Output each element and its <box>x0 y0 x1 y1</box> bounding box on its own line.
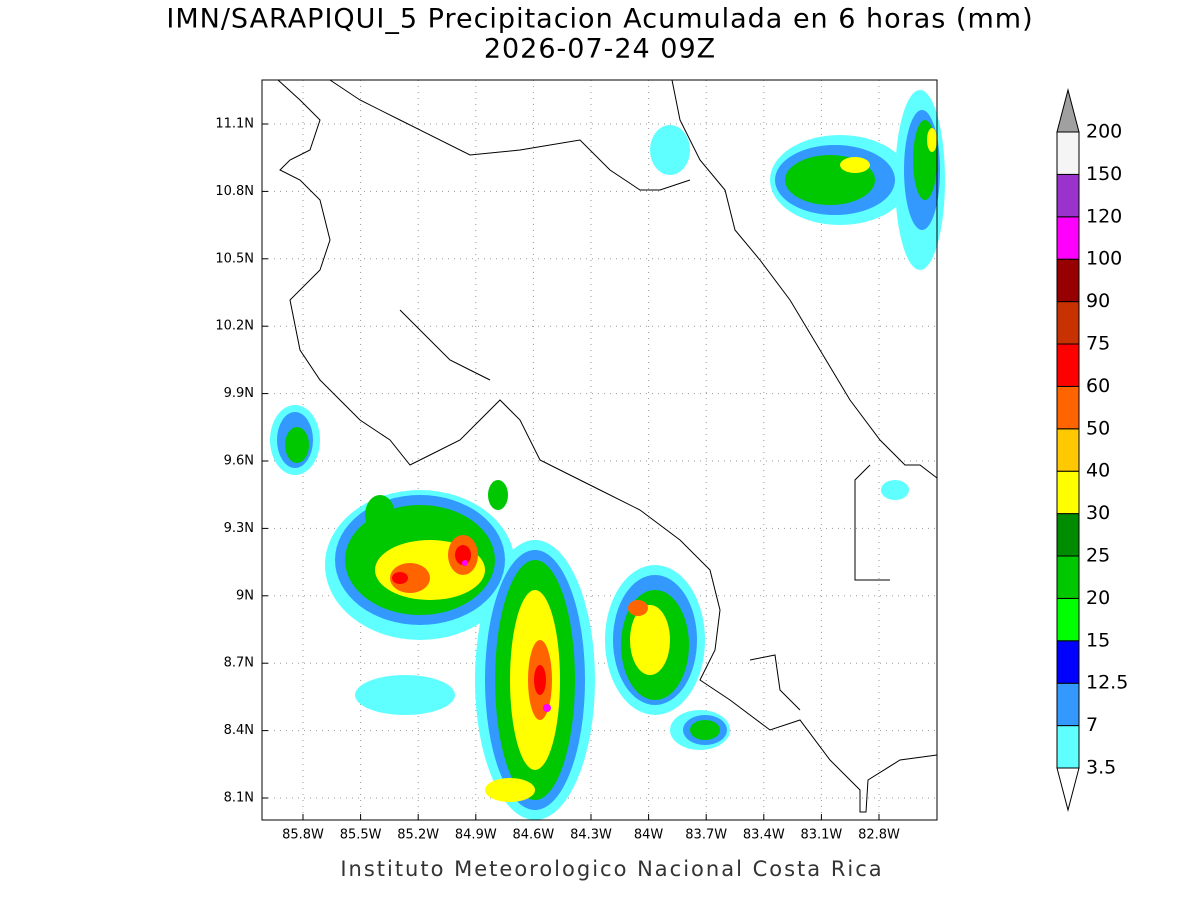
lat-label: 9.3N <box>224 521 254 536</box>
lat-label: 10.2N <box>215 319 254 334</box>
colorbar-box <box>1056 428 1080 472</box>
colorbar-over <box>1056 88 1080 133</box>
colorbar-box <box>1056 301 1080 345</box>
lon-label: 84.6W <box>512 828 554 843</box>
lon-label: 84.3W <box>570 828 612 843</box>
colorbar-box <box>1056 131 1080 175</box>
lon-label: 84.9W <box>455 828 497 843</box>
colorbar-label: 150 <box>1086 163 1122 185</box>
lat-label: 9.6N <box>224 454 254 469</box>
colorbar-box <box>1056 597 1080 642</box>
colorbar-box <box>1056 555 1080 599</box>
colorbar-box <box>1056 343 1080 387</box>
lon-label: 85.8W <box>282 828 324 843</box>
colorbar-label: 3.5 <box>1086 757 1116 779</box>
colorbar-under <box>1056 767 1080 812</box>
colorbar-label: 100 <box>1086 248 1122 270</box>
lat-label: 8.7N <box>224 656 254 671</box>
colorbar-label: 200 <box>1086 121 1122 143</box>
map-frame <box>261 79 938 821</box>
subtitle: 2026-07-24 09Z <box>484 34 716 65</box>
colorbar-box <box>1056 513 1080 557</box>
footer: Instituto Meteorologico Nacional Costa R… <box>340 857 883 881</box>
coastline <box>277 79 938 813</box>
lon-label: 83.4W <box>743 828 785 843</box>
colorbar-label: 7 <box>1086 714 1098 736</box>
lat-label: 10.5N <box>215 251 254 266</box>
lat-label: 10.8N <box>215 184 254 199</box>
lon-label: 83.7W <box>685 828 727 843</box>
lon-label: 84W <box>634 828 664 843</box>
graticule <box>262 80 937 820</box>
colorbar-label: 30 <box>1086 502 1110 524</box>
lon-label: 85.5W <box>340 828 382 843</box>
colorbar-box <box>1056 258 1080 303</box>
colorbar-box <box>1056 216 1080 260</box>
lat-label: 9N <box>236 588 254 603</box>
colorbar-label: 15 <box>1086 629 1110 651</box>
colorbar-box <box>1056 682 1080 727</box>
lon-label: 85.2W <box>397 828 439 843</box>
colorbar-box <box>1056 640 1080 684</box>
precipitation-field <box>270 90 945 820</box>
lon-label: 83.1W <box>800 828 842 843</box>
colorbar-label: 25 <box>1086 545 1110 567</box>
lon-label: 82.8W <box>858 828 900 843</box>
colorbar-label: 12.5 <box>1086 672 1128 694</box>
lat-label: 9.9N <box>224 386 254 401</box>
colorbar-label: 20 <box>1086 587 1110 609</box>
lat-label: 8.1N <box>224 791 254 806</box>
lat-label: 11.1N <box>215 117 254 132</box>
colorbar-box <box>1056 470 1080 515</box>
colorbar-label: 50 <box>1086 417 1110 439</box>
colorbar: 3.5 7 12.5 15 20 25 30 40 50 60 75 90 100 120 150 200 <box>1056 88 1128 812</box>
colorbar-label: 60 <box>1086 375 1110 397</box>
colorbar-label: 120 <box>1086 205 1122 227</box>
colorbar-label: 90 <box>1086 290 1110 312</box>
colorbar-label: 40 <box>1086 460 1110 482</box>
colorbar-box <box>1056 385 1080 430</box>
title: IMN/SARAPIQUI_5 Precipitacion Acumulada … <box>166 4 1033 35</box>
lat-label: 8.4N <box>224 723 254 738</box>
colorbar-box <box>1056 173 1080 218</box>
colorbar-box <box>1056 725 1080 769</box>
colorbar-label: 75 <box>1086 333 1110 355</box>
